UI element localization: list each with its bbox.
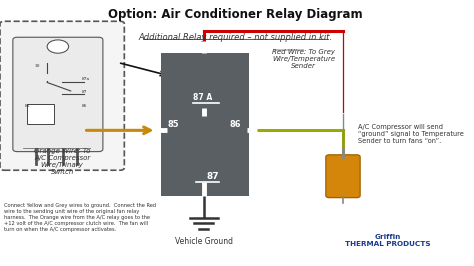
FancyBboxPatch shape bbox=[13, 37, 103, 152]
Text: 87 A: 87 A bbox=[193, 93, 212, 102]
FancyBboxPatch shape bbox=[0, 21, 124, 170]
Text: Additional Relay required – not supplied in kit.: Additional Relay required – not supplied… bbox=[139, 33, 333, 42]
Text: 30: 30 bbox=[211, 43, 223, 52]
Text: 87: 87 bbox=[207, 172, 219, 181]
Text: 30: 30 bbox=[35, 64, 41, 68]
Text: 87a: 87a bbox=[82, 77, 90, 81]
Text: Orange Wire: To
A/C Compressor
Wire/Trinary
Switch: Orange Wire: To A/C Compressor Wire/Trin… bbox=[34, 148, 91, 175]
Text: 86: 86 bbox=[229, 120, 241, 129]
Circle shape bbox=[47, 40, 69, 53]
Text: Vehicle Ground: Vehicle Ground bbox=[174, 237, 233, 246]
FancyBboxPatch shape bbox=[326, 155, 360, 198]
Text: A/C Compressor will send
“ground” signal to Temperature
Sender to turn fans “on”: A/C Compressor will send “ground” signal… bbox=[358, 124, 464, 144]
Text: 86: 86 bbox=[82, 104, 87, 108]
Text: 87: 87 bbox=[82, 90, 87, 94]
Bar bbox=[161, 53, 249, 196]
Bar bbox=[27, 104, 55, 124]
Text: 85: 85 bbox=[25, 104, 30, 108]
Text: 85: 85 bbox=[167, 120, 179, 129]
Text: Option: Air Conditioner Relay Diagram: Option: Air Conditioner Relay Diagram bbox=[109, 8, 363, 21]
Text: Connect Yellow and Grey wires to ground.  Connect the Red
wire to the sending un: Connect Yellow and Grey wires to ground.… bbox=[4, 203, 156, 232]
Text: Griffin
THERMAL PRODUCTS: Griffin THERMAL PRODUCTS bbox=[345, 234, 431, 247]
Text: Red Wire: To Grey
Wire/Temperature
Sender: Red Wire: To Grey Wire/Temperature Sende… bbox=[272, 49, 336, 69]
